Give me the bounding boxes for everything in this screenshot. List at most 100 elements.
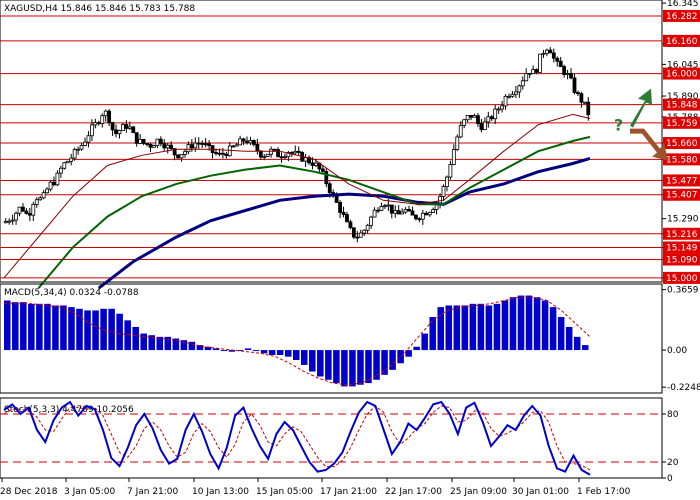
time-tick-label: 25 Jan 09:00 [450,487,507,497]
candle [576,92,580,95]
candle [31,203,36,216]
candle [451,149,456,165]
macd-frame [0,283,663,394]
candle [438,196,442,204]
ma-mid-line [37,135,591,289]
candle [351,227,356,238]
candle [10,219,15,222]
macd-bar [541,300,549,351]
candle [110,122,115,131]
candle [152,145,156,148]
candle [93,122,98,126]
level-label: 15.580 [666,155,698,165]
candle [465,114,470,121]
candle [314,162,318,166]
price-tick-label: 16.045 [667,60,699,70]
candle [231,145,236,148]
macd-panel: MACD(5,34,4) 0.0324 -0.0788 0.3659 0.00 -0… [0,283,700,394]
macd-bar [220,350,228,352]
candle [582,101,587,104]
candle [172,148,177,156]
macd-bar [84,310,91,351]
macd-bar [292,350,300,360]
candle [410,210,415,216]
candle [162,143,167,149]
candle [572,77,577,93]
forecast-arrows: ? [614,88,668,161]
candle [341,211,346,215]
macd-bar [196,345,204,351]
macd-bar [381,350,388,375]
candle [69,157,74,162]
candle [86,135,91,143]
candle [276,149,280,158]
macd-bar [180,340,188,351]
candle [224,153,229,157]
candle [327,183,332,194]
macd-bar [76,308,83,351]
macd-bar [276,350,284,356]
candle [538,53,542,73]
macd-bar [429,317,436,351]
macd-bar [92,310,99,351]
macd-bar [228,350,236,352]
level-label: 15.216 [666,230,698,240]
macd-bar [557,317,565,351]
macd-bar [60,305,67,351]
time-tick-label: 17 Jan 21:00 [320,487,377,497]
level-label-bg [663,227,700,240]
candle [458,125,463,138]
arrow-up-icon [630,88,652,128]
candle [479,123,484,131]
candle [372,209,377,218]
level-label: 15.660 [666,139,698,149]
candle [283,156,287,159]
candle [472,115,477,118]
candle [238,138,243,146]
candle [348,221,353,229]
macd-bar [517,295,525,351]
stoch-main-line [3,400,591,476]
candle [293,150,298,154]
candle [403,209,408,213]
macd-bar [4,300,11,351]
candle [141,138,146,144]
candle [14,212,18,221]
candle [55,172,60,186]
macd-bar [389,350,396,370]
time-tick-label: 10 Jan 13:00 [192,487,249,497]
macd-bar [116,313,123,351]
time-tick-label: 3 Jan 05:00 [64,487,116,497]
candle [100,115,105,124]
candle [586,101,591,116]
candle [41,192,46,199]
candle [431,209,436,213]
level-label: 15.848 [666,101,698,111]
macd-bar [301,350,308,365]
candle [393,210,398,214]
candle [121,124,125,131]
candle [517,85,522,93]
macd-bar [461,305,469,351]
candle [48,181,53,190]
candle [76,148,81,151]
time-tick-label: 15 Jan 05:00 [256,487,313,497]
macd-bar [284,350,292,357]
candle [520,80,525,87]
candle [7,220,12,223]
candle [548,49,553,54]
candle [96,122,101,125]
candle [252,140,256,145]
candle [255,144,260,152]
level-label-bg [663,67,700,80]
macd-bar [164,336,172,351]
candle [310,162,315,166]
candle [58,167,63,174]
price-tick-label: 15.890 [667,92,699,102]
macd-bar [68,307,75,351]
candle [241,138,246,142]
candle [324,171,329,185]
candle [117,130,122,135]
question-mark-icon: ? [614,116,623,135]
